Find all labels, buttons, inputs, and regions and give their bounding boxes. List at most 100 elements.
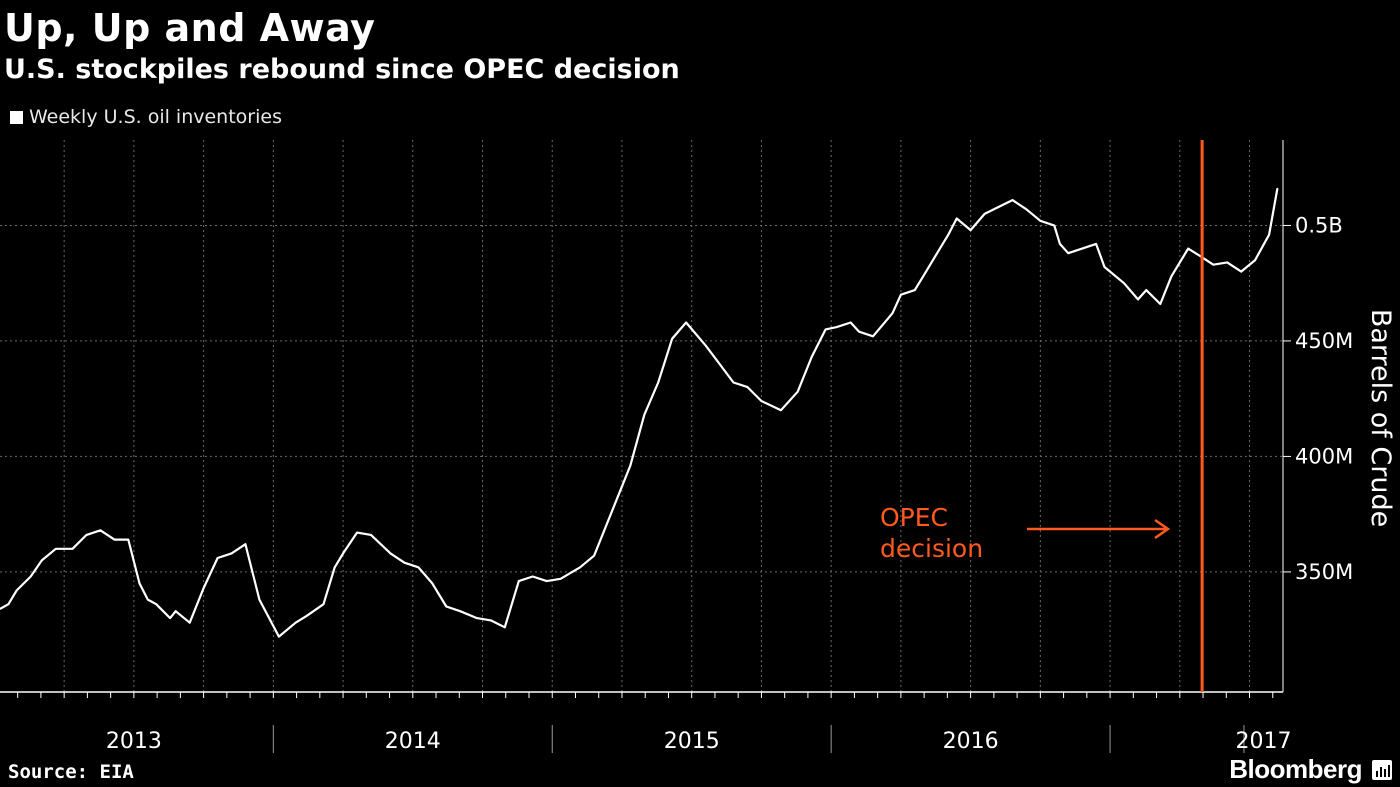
data-point — [1240, 270, 1242, 273]
y-axis-title: Barrels of Crude — [1365, 309, 1396, 527]
data-point — [29, 575, 32, 578]
data-point — [643, 414, 646, 416]
data-point — [230, 552, 233, 555]
data-point — [824, 328, 827, 331]
data-point — [7, 603, 10, 606]
data-point — [1276, 187, 1279, 190]
axes: 350M 400M 450M 0.5B 2013 2014 2015 2016 2017 — [0, 140, 1353, 754]
data-point — [71, 548, 74, 550]
data-point — [955, 217, 958, 220]
data-point — [891, 312, 894, 315]
data-point — [685, 321, 687, 324]
data-point — [138, 582, 141, 585]
data-point — [99, 529, 102, 532]
chart-subtitle: U.S. stockpiles rebound since OPEC decis… — [4, 54, 680, 85]
legend-label: Weekly U.S. oil inventories — [29, 106, 282, 128]
data-point — [431, 582, 434, 585]
x-tick-label: 2016 — [943, 729, 999, 754]
data-point — [983, 213, 986, 215]
data-point — [417, 566, 420, 569]
data-point — [113, 538, 116, 541]
x-tick-label: 2014 — [385, 729, 441, 754]
data-point — [1254, 259, 1256, 261]
data-point — [531, 575, 534, 578]
annotation-label-line1: OPEC — [880, 503, 948, 532]
data-point — [356, 531, 358, 534]
data-point — [1059, 243, 1061, 245]
data-point — [306, 614, 308, 617]
data-point — [849, 321, 852, 324]
data-point — [389, 552, 392, 555]
annotation-label-line2: decision — [880, 534, 983, 563]
data-point — [342, 552, 344, 555]
source-note: Source: EIA — [8, 761, 134, 783]
data-point — [671, 337, 673, 340]
data-point — [914, 289, 916, 291]
data-point — [629, 464, 632, 467]
data-point — [127, 538, 130, 541]
data-point — [947, 233, 950, 236]
data-point — [445, 605, 448, 608]
data-point — [1025, 208, 1028, 211]
y-tick-label: 350M — [1295, 560, 1353, 584]
data-point — [746, 386, 749, 388]
data-point — [545, 580, 548, 582]
grid-lines — [0, 140, 1283, 692]
y-tick-label: 0.5B — [1295, 213, 1343, 237]
data-point — [169, 617, 171, 619]
data-point — [147, 598, 149, 601]
data-point — [1095, 243, 1097, 245]
y-tick-label: 450M — [1295, 329, 1353, 353]
data-point — [216, 557, 219, 559]
data-point — [294, 621, 297, 624]
data-point — [732, 381, 735, 384]
data-point — [202, 587, 205, 589]
data-point — [657, 381, 660, 384]
data-point — [810, 356, 813, 358]
data-point — [760, 400, 763, 402]
data-point — [1268, 233, 1270, 236]
data-point — [612, 506, 615, 509]
data-point — [1137, 298, 1139, 301]
data-point — [1011, 199, 1014, 201]
data-point — [244, 543, 247, 545]
data-point — [504, 626, 506, 629]
data-point — [155, 603, 157, 606]
legend-swatch — [10, 110, 23, 124]
data-point — [1067, 252, 1070, 254]
data-point — [1198, 254, 1201, 257]
x-tick-label: 2013 — [106, 729, 162, 754]
data-point — [0, 608, 1, 610]
data-point — [1039, 220, 1042, 222]
legend: Weekly U.S. oil inventories — [10, 106, 282, 128]
data-point — [85, 534, 88, 536]
data-point — [370, 534, 372, 536]
y-tick-label: 400M — [1295, 444, 1353, 468]
data-point — [1159, 303, 1162, 305]
data-point — [403, 561, 406, 564]
data-point — [517, 580, 520, 582]
data-point — [936, 252, 938, 254]
data-point — [1081, 247, 1083, 250]
data-point — [476, 617, 478, 619]
data-point — [922, 275, 925, 278]
data-point — [322, 603, 325, 606]
data-point — [174, 610, 177, 612]
data-point — [1170, 275, 1173, 278]
data-point — [780, 409, 782, 412]
data-point — [858, 330, 860, 333]
data-point — [1226, 261, 1229, 264]
data-point — [188, 621, 191, 624]
data-point — [872, 335, 874, 338]
series-layer — [0, 187, 1279, 638]
data-point — [1123, 282, 1125, 284]
x-tick-label: 2015 — [664, 729, 720, 754]
data-point — [835, 326, 838, 328]
data-point — [593, 554, 595, 557]
data-point — [579, 566, 581, 569]
data-point — [997, 206, 1000, 208]
brand-logo-text: Bloomberg — [1229, 754, 1362, 784]
data-point — [1053, 224, 1056, 227]
